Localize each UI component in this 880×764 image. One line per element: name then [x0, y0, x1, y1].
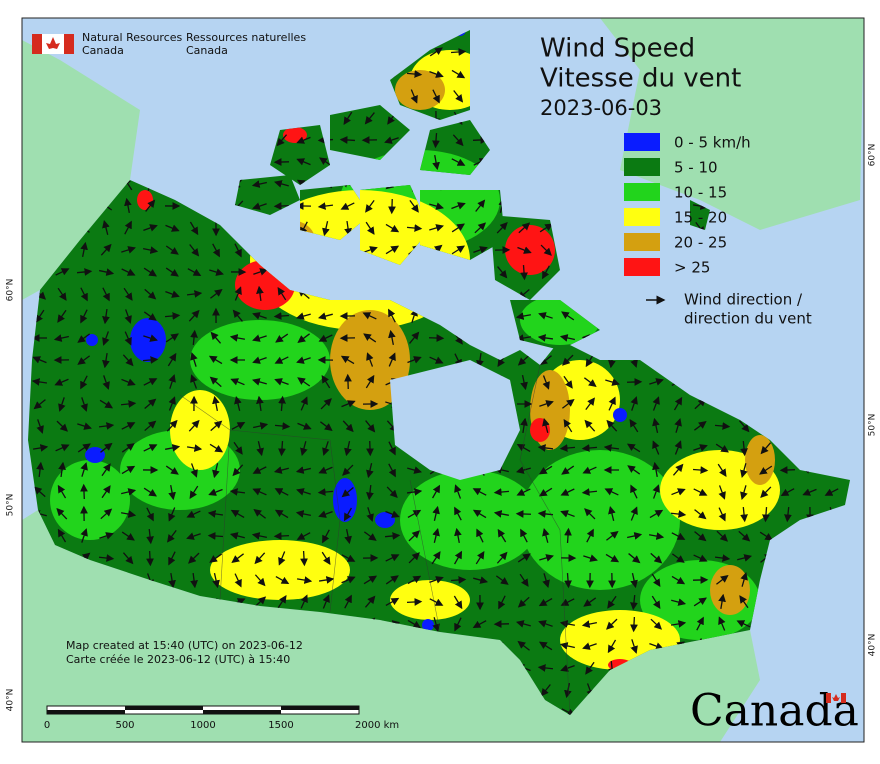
wind-arrow — [407, 602, 421, 603]
latitude-label: 60°N — [868, 144, 878, 167]
longitude-label: 110°W — [167, 748, 198, 758]
title-fr: Vitesse du vent — [540, 64, 741, 94]
scale-label: 500 — [115, 720, 134, 731]
longitude-label: 40°W — [524, 4, 549, 14]
longitude-label: 80°W — [406, 4, 431, 14]
legend-arrow-label: Wind direction / — [684, 291, 803, 309]
wind-arrow — [370, 441, 371, 455]
agency-fr: Ressources naturelles — [186, 31, 306, 44]
longitude-label: 80°W — [580, 748, 605, 758]
flag-bar — [841, 693, 846, 703]
longitude-label: 160°W — [167, 4, 198, 14]
longitude-label: 30°W — [582, 4, 607, 14]
latitude-label: 60°N — [6, 279, 16, 302]
legend-label: 5 - 10 — [674, 159, 718, 177]
longitude-label: 100°W — [363, 4, 394, 14]
latitude-label: 40°N — [6, 689, 16, 712]
flag-bar — [64, 34, 74, 54]
longitude-label: 50°W — [482, 4, 507, 14]
legend-swatch — [624, 183, 660, 201]
footnote: Carte créée le 2023-06-12 (UTC) à 15:40 — [66, 653, 290, 666]
wind-arrow — [275, 206, 289, 207]
legend-label: 0 - 5 km/h — [674, 134, 751, 152]
scale-bar-segment — [281, 706, 359, 710]
wind-arrow — [150, 551, 151, 565]
legend-swatch — [624, 233, 660, 251]
longitude-label: 120°W — [321, 4, 352, 14]
wind-arrow — [304, 551, 305, 565]
flag-bar — [826, 693, 831, 703]
latitude-label: 40°N — [868, 634, 878, 657]
longitude-label: 140°W — [267, 4, 298, 14]
agency-en: Natural Resources — [82, 31, 183, 44]
longitude-label: 100°W — [305, 748, 336, 758]
scale-label: 2000 km — [355, 720, 399, 731]
latitude-label: 50°N — [6, 494, 16, 517]
scale-bar-segment — [125, 706, 203, 710]
legend-arrow-label: direction du vent — [684, 310, 812, 328]
wind-arrow — [517, 514, 531, 515]
scale-label: 1000 — [190, 720, 215, 731]
scale-bar-segment — [47, 710, 125, 714]
wind-arrow — [209, 536, 223, 537]
agency-en: Canada — [82, 44, 124, 57]
longitude-label: 90°W — [444, 748, 469, 758]
longitude-label: 120°W — [23, 748, 54, 758]
longitude-label: 20°W — [676, 4, 701, 14]
legend-swatch — [624, 158, 660, 176]
legend-label: 10 - 15 — [674, 184, 727, 202]
longitude-label: 70°W — [728, 748, 753, 758]
wordmark: Canada — [690, 686, 859, 737]
flag-bar — [32, 34, 42, 54]
scale-label: 0 — [44, 720, 50, 731]
longitude-label: 170°W — [77, 4, 108, 14]
footnote: Map created at 15:40 (UTC) on 2023-06-12 — [66, 639, 303, 652]
latitude-label: 50°N — [868, 414, 878, 437]
title: Wind Speed — [540, 34, 695, 64]
legend-swatch — [624, 208, 660, 226]
scale-bar-segment — [203, 710, 281, 714]
legend-swatch — [624, 133, 660, 151]
wind-arrow — [84, 485, 85, 499]
wind-arrow — [429, 338, 443, 339]
wind-arrow — [781, 470, 795, 471]
legend-label: 20 - 25 — [674, 234, 727, 252]
scale-label: 1500 — [268, 720, 293, 731]
wind-arrow — [341, 140, 355, 141]
legend-label: 15 - 20 — [674, 209, 727, 227]
date: 2023-06-03 — [540, 96, 662, 120]
wind-arrow — [275, 536, 289, 537]
canada-wordmark: Canada — [690, 686, 859, 737]
wind-arrow — [634, 617, 635, 631]
longitude-label: 150°W — [225, 4, 256, 14]
agency-fr: Canada — [186, 44, 228, 57]
longitude-label: 60°W — [452, 4, 477, 14]
legend-swatch — [624, 258, 660, 276]
legend-label: > 25 — [674, 259, 710, 277]
